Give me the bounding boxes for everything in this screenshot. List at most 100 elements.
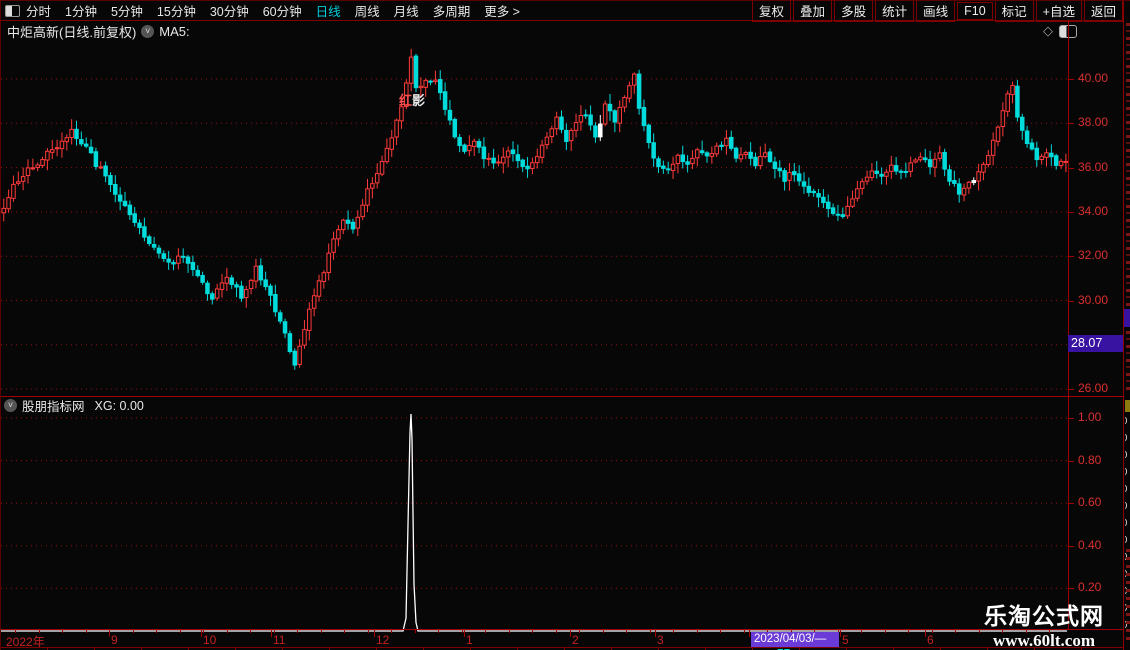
month-tick <box>374 630 375 637</box>
menu-button-+自选[interactable]: +自选 <box>1035 1 1082 22</box>
panel-divider[interactable] <box>1 396 1130 397</box>
menu-button-标记[interactable]: 标记 <box>994 1 1034 22</box>
axis-tick <box>1069 79 1074 80</box>
clipped-yellow-block <box>1125 400 1130 412</box>
menu-item-更多 >[interactable]: 更多 > <box>484 5 520 19</box>
chevron-down-icon[interactable]: ˅ <box>4 399 17 412</box>
price-axis-label: 30.00 <box>1078 292 1109 307</box>
menu-button-多股[interactable]: 多股 <box>834 1 874 22</box>
menu-item-30分钟[interactable]: 30分钟 <box>209 5 249 19</box>
minor-tick <box>814 630 815 633</box>
menu-item-日线[interactable]: 日线 <box>315 5 341 19</box>
date-label: 6 <box>927 633 934 647</box>
minor-tick <box>1025 630 1027 633</box>
minor-tick <box>555 630 557 633</box>
indicator-header: ˅ 股朋指标网 XG: 0.00 <box>4 398 144 414</box>
minor-tick <box>391 630 392 633</box>
candlestick-chart[interactable] <box>1 41 1068 396</box>
minor-tick <box>579 630 580 633</box>
date-label: 2 <box>572 633 579 647</box>
menu-button-画线[interactable]: 画线 <box>916 1 956 22</box>
menu-button-F10[interactable]: F10 <box>957 1 993 20</box>
axis-tick <box>1069 300 1074 302</box>
clipped-glyphs <box>1126 23 1130 393</box>
menu-item-5分钟[interactable]: 5分钟 <box>110 5 143 19</box>
minor-tick <box>861 630 862 633</box>
minor-tick <box>508 630 510 633</box>
date-axis: 2022年 9 10 11 12 1 2 3 5 6 2023/04/03/— <box>1 629 1130 649</box>
minor-tick <box>1002 630 1003 633</box>
minor-tick <box>320 630 322 633</box>
minor-tick <box>978 630 980 633</box>
menu-item-多周期[interactable]: 多周期 <box>432 5 471 19</box>
menu-item-15分钟[interactable]: 15分钟 <box>156 5 196 19</box>
minor-tick <box>156 630 157 633</box>
month-tick <box>570 630 571 637</box>
clipped-bottom-row <box>1 647 1123 650</box>
axis-tick <box>1069 503 1074 505</box>
layout-toggle-icon[interactable] <box>5 4 20 17</box>
minor-tick <box>955 630 956 633</box>
menu-button-复权[interactable]: 复权 <box>752 1 792 22</box>
stock-title: 中炬高新(日线.前复权) <box>7 24 137 40</box>
month-tick <box>464 630 465 637</box>
date-label: 2022年 <box>6 635 45 649</box>
month-tick <box>655 630 656 637</box>
minor-tick <box>673 630 674 633</box>
month-tick <box>109 630 110 637</box>
menu-item-月线[interactable]: 月线 <box>393 5 419 19</box>
month-tick <box>840 630 841 637</box>
minor-tick <box>438 630 439 633</box>
price-marker-badge: 28.07 <box>1068 335 1124 352</box>
axis-tick <box>1069 256 1074 258</box>
minor-tick <box>38 630 40 633</box>
clipped-status-fragment: ■■ <box>777 647 795 650</box>
minor-tick <box>132 630 134 633</box>
month-tick <box>271 630 272 637</box>
minor-tick <box>532 630 533 633</box>
axis-tick <box>1069 211 1074 213</box>
date-label: 11 <box>273 633 286 647</box>
price-axis-label: 32.00 <box>1078 248 1109 263</box>
minor-tick <box>1049 630 1050 633</box>
clipped-zero-column: 0000000000000 <box>1125 416 1130 631</box>
indicator-axis-label: 0.60 <box>1078 495 1102 510</box>
menu-item-60分钟[interactable]: 60分钟 <box>262 5 302 19</box>
minor-tick <box>884 630 886 633</box>
minor-tick <box>414 630 416 633</box>
chevron-down-icon[interactable]: ˅ <box>141 24 155 38</box>
tools-menu: 复权 叠加 多股 统计 画线 F10 标记 +自选 返回 <box>752 1 1123 22</box>
price-axis-label: 34.00 <box>1078 203 1109 218</box>
price-axis-label: 40.00 <box>1078 71 1109 85</box>
chart-title-row: 中炬高新(日线.前复权) ˅ MA5: ◇ <box>1 21 1123 41</box>
minor-tick <box>649 630 651 633</box>
clipped-right-sidebar: 0000000000000 <box>1123 1 1130 650</box>
menu-item-周线[interactable]: 周线 <box>354 5 380 19</box>
menu-item-分时[interactable]: 分时 <box>26 5 52 19</box>
indicator-name: 股朋指标网 <box>22 400 85 414</box>
date-label: 1 <box>466 633 473 647</box>
indicator-chart[interactable] <box>1 414 1068 634</box>
clipped-glyphs <box>1126 549 1130 644</box>
minor-tick <box>837 630 839 633</box>
minor-tick <box>602 630 604 633</box>
diamond-icon[interactable]: ◇ <box>1043 23 1053 38</box>
axis-tick <box>1069 588 1074 590</box>
axis-tick <box>1069 418 1074 419</box>
axis-tick <box>1069 460 1074 462</box>
minor-tick <box>626 630 627 633</box>
indicator-axis-label: 0.40 <box>1078 537 1102 552</box>
price-axis: 40.00 38.00 36.00 34.00 32.00 30.00 28.0… <box>1068 21 1123 629</box>
menu-button-统计[interactable]: 统计 <box>875 1 915 22</box>
menu-item-1分钟[interactable]: 1分钟 <box>65 5 97 19</box>
indicator-axis-label: 0.80 <box>1078 452 1102 467</box>
minor-tick <box>179 630 181 633</box>
menu-button-叠加[interactable]: 叠加 <box>793 1 833 22</box>
date-label: 5 <box>842 633 849 647</box>
date-label: 3 <box>657 633 664 647</box>
watermark: 乐淘公式网 www.60lt.com <box>969 597 1119 650</box>
menu-button-返回[interactable]: 返回 <box>1083 1 1123 22</box>
minor-tick <box>696 630 698 633</box>
indicator-axis-label: 0.20 <box>1078 580 1102 595</box>
minor-tick <box>250 630 251 633</box>
